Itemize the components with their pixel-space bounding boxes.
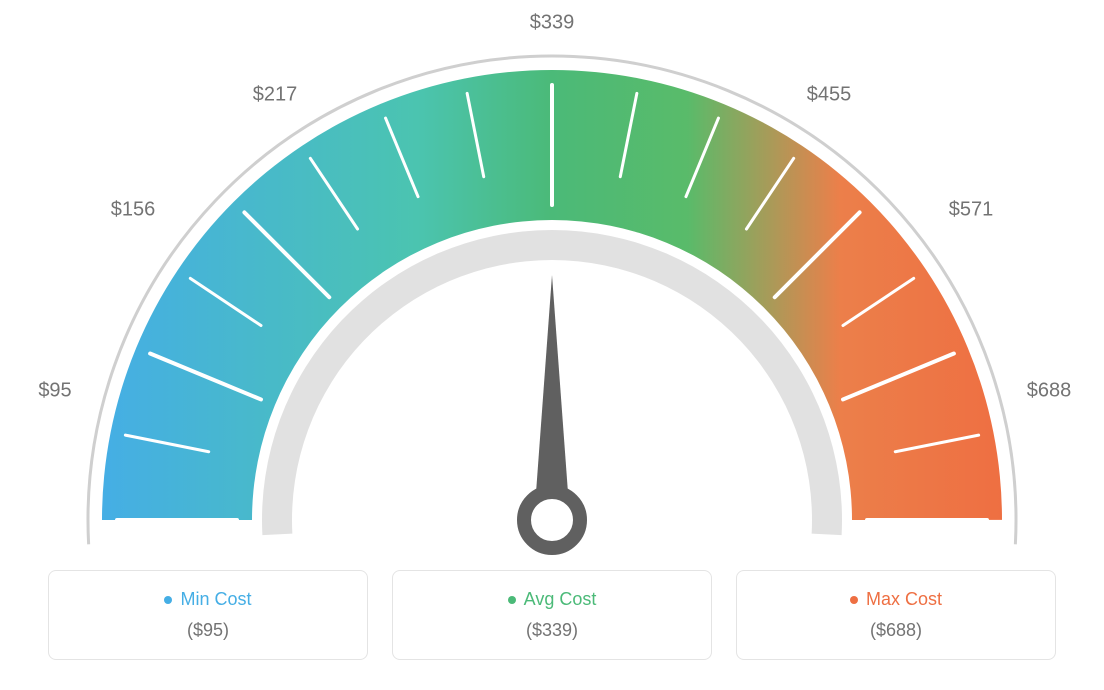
legend-title-min: Min Cost [164, 589, 251, 610]
dot-icon [508, 596, 516, 604]
gauge-tick-label: $571 [949, 199, 994, 222]
dot-icon [164, 596, 172, 604]
gauge-tick-label: $217 [253, 84, 298, 107]
legend-title-max: Max Cost [850, 589, 942, 610]
legend-value-avg: ($339) [413, 620, 691, 641]
dot-icon [850, 596, 858, 604]
legend-title-avg: Avg Cost [508, 589, 597, 610]
gauge-tick-label: $688 [1027, 380, 1072, 403]
gauge-tick-label: $95 [38, 380, 71, 403]
gauge-svg [0, 0, 1104, 560]
legend-card-min: Min Cost ($95) [48, 570, 368, 660]
legend-label: Min Cost [180, 589, 251, 610]
legend-value-min: ($95) [69, 620, 347, 641]
gauge-chart: $95 $156 $217 $339 $455 $571 $688 [0, 0, 1104, 560]
legend-label: Avg Cost [524, 589, 597, 610]
legend-card-max: Max Cost ($688) [736, 570, 1056, 660]
legend-card-avg: Avg Cost ($339) [392, 570, 712, 660]
gauge-tick-label: $455 [807, 84, 852, 107]
legend-row: Min Cost ($95) Avg Cost ($339) Max Cost … [0, 570, 1104, 660]
gauge-tick-label: $339 [530, 12, 575, 35]
legend-label: Max Cost [866, 589, 942, 610]
legend-value-max: ($688) [757, 620, 1035, 641]
gauge-tick-label: $156 [111, 199, 156, 222]
